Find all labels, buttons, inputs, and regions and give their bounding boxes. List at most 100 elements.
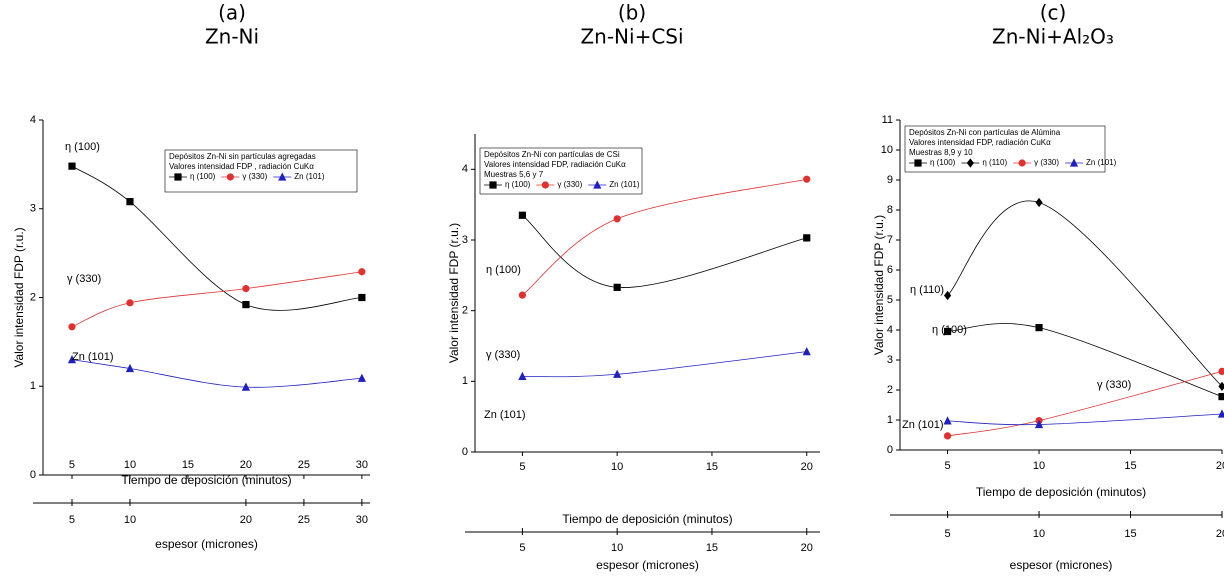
- x-tick-label: 15: [706, 461, 718, 473]
- x2-tick-label: 10: [611, 542, 623, 554]
- x-tick-label: 5: [69, 459, 75, 471]
- y-tick-label: 6: [887, 264, 893, 276]
- x2-tick-label: 25: [298, 514, 310, 526]
- y-tick-label: 7: [887, 234, 893, 246]
- y-tick-label: 0: [30, 469, 36, 481]
- x2-tick-label: 5: [945, 528, 951, 540]
- annotation: γ (330): [486, 349, 520, 361]
- annotation: Zn (101): [484, 409, 526, 421]
- x-tick-label: 10: [1033, 460, 1045, 472]
- legend-marker: [966, 158, 974, 168]
- legend-label: Zn (101): [1086, 158, 1117, 167]
- legend-text: Valores intensidad FDP, radiación CuKα: [484, 160, 626, 169]
- marker: [1218, 393, 1224, 401]
- y-axis-label: Valor intensidad FDP (r.u.): [447, 223, 461, 363]
- annotation: γ (330): [1097, 379, 1131, 391]
- legend-marker: [278, 172, 287, 181]
- series-line: [947, 413, 1223, 426]
- x-tick-label: 30: [356, 459, 368, 471]
- x2-axis-label: espesor (micrones): [596, 558, 699, 572]
- marker: [67, 355, 77, 364]
- x2-tick-label: 20: [1216, 528, 1224, 540]
- x-tick-label: 15: [182, 459, 194, 471]
- x-axis-label: Tiempo de deposición (minutos): [121, 473, 291, 487]
- panel-title: Zn-Ni+Al₂O₃: [992, 25, 1114, 49]
- annotation: η (100): [65, 141, 100, 153]
- x2-tick-label: 20: [801, 542, 813, 554]
- legend-marker: [1069, 158, 1079, 167]
- marker: [943, 290, 952, 301]
- y-tick-label: 9: [887, 174, 893, 186]
- x2-tick-label: 5: [69, 514, 75, 526]
- marker: [613, 369, 622, 378]
- legend-box: [164, 149, 358, 193]
- marker: [357, 373, 366, 382]
- legend-label: η (110): [982, 158, 1007, 167]
- panel: (a)Zn-Ni 0 1 2 3 4 5 10 15 20 25 30 Tiempo de deposi…: [12, 1, 370, 551]
- series-line: [522, 214, 807, 288]
- series-line: [71, 271, 362, 328]
- marker: [1035, 324, 1043, 332]
- y-axis-label: Valor intensidad FDP (r.u.): [872, 215, 886, 355]
- y-tick-label: 10: [881, 144, 893, 156]
- x2-axis-label: espesor (micrones): [1010, 558, 1113, 572]
- marker: [1218, 381, 1224, 391]
- panel-label: (c): [1040, 1, 1067, 25]
- x2-tick-label: 30: [356, 514, 368, 526]
- marker: [518, 211, 526, 219]
- legend-text: Depósitos Zn-Ni con partículas de CSi: [484, 150, 620, 159]
- marker: [518, 291, 526, 299]
- legend-label: Zn (101): [609, 180, 640, 189]
- marker: [1035, 197, 1043, 208]
- y-tick-label: 3: [462, 234, 468, 246]
- legend-marker: [593, 180, 602, 189]
- legend-marker: [174, 173, 182, 181]
- marker: [943, 432, 952, 440]
- panel: (c)Zn-Ni+Al₂O₃ 0 1 2 3 4 5 6 7 8 9 10 11 5 10 15 20 Tiemp…: [872, 1, 1224, 572]
- x-tick-label: 20: [240, 459, 252, 471]
- legend-marker: [914, 159, 922, 167]
- legend-text: Valores intensidad FDP, radiación CuKα: [909, 138, 1051, 147]
- marker: [803, 175, 811, 183]
- marker: [1034, 419, 1044, 429]
- legend-marker: [541, 181, 549, 189]
- y-tick-label: 11: [882, 114, 893, 126]
- legend-text: Muestras 8,9 y 10: [909, 148, 973, 157]
- y-tick-label: 2: [30, 291, 36, 303]
- x2-tick-label: 15: [1124, 528, 1136, 540]
- x-tick-label: 10: [611, 461, 623, 473]
- marker: [613, 215, 621, 223]
- panel-label: (b): [618, 1, 646, 25]
- annotation: Zn (101): [72, 351, 114, 363]
- y-tick-label: 1: [887, 414, 893, 426]
- x2-tick-label: 10: [124, 514, 136, 526]
- panel-title: Zn-Ni: [205, 25, 259, 49]
- marker: [803, 234, 811, 242]
- legend-text: Depósitos Zn-Ni sin partículas agregadas: [169, 152, 316, 161]
- y-tick-label: 2: [462, 305, 468, 317]
- marker: [1217, 409, 1224, 418]
- panel-label: (a): [218, 1, 246, 25]
- marker: [126, 198, 134, 206]
- y-tick-label: 2: [887, 384, 893, 396]
- legend-label: γ (330): [557, 180, 582, 189]
- x-tick-label: 20: [801, 461, 813, 473]
- y-tick-label: 1: [30, 380, 36, 392]
- x-axis-label: Tiempo de deposición (minutos): [976, 485, 1146, 499]
- marker: [613, 283, 621, 291]
- legend-label: γ (330): [242, 172, 267, 181]
- x-tick-label: 5: [945, 460, 951, 472]
- legend-marker: [1018, 159, 1026, 167]
- legend-label: η (100): [505, 180, 531, 189]
- legend-label: γ (330): [1034, 158, 1059, 167]
- marker: [242, 301, 250, 309]
- x-tick-label: 10: [124, 459, 136, 471]
- y-tick-label: 8: [887, 204, 893, 216]
- marker: [241, 382, 251, 391]
- x2-tick-label: 15: [706, 542, 718, 554]
- x-tick-label: 20: [1216, 460, 1224, 472]
- marker: [242, 285, 250, 293]
- y-tick-label: 1: [462, 375, 468, 387]
- legend-box: [479, 147, 643, 195]
- series-line: [947, 323, 1223, 397]
